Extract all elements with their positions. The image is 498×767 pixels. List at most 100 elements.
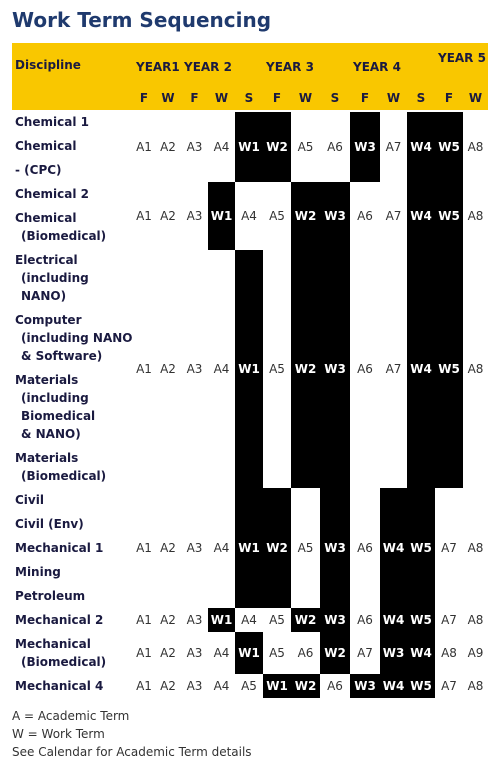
discipline-line: Civil (Env) bbox=[15, 517, 84, 531]
work-term: W4 bbox=[407, 112, 435, 182]
work-term: W5 bbox=[435, 250, 463, 488]
academic-term: A6 bbox=[357, 541, 373, 555]
discipline-line: - (CPC) bbox=[15, 163, 62, 177]
work-term: W2 bbox=[291, 608, 320, 632]
discipline-line: NANO) bbox=[21, 289, 67, 303]
discipline-cell: Mechanical 4 bbox=[15, 677, 133, 701]
academic-term: A6 bbox=[327, 679, 343, 693]
discipline-line: (including bbox=[21, 271, 89, 285]
academic-term: A1 bbox=[136, 646, 152, 660]
discipline: Civil bbox=[15, 491, 133, 509]
academic-term: A5 bbox=[269, 613, 285, 627]
work-term: W4 bbox=[407, 632, 435, 674]
term-header: F bbox=[360, 91, 370, 105]
work-term: W1 bbox=[235, 488, 263, 608]
term-header: W bbox=[161, 91, 175, 105]
year-header: YEAR 3 bbox=[266, 60, 314, 74]
discipline: Chemical 1 bbox=[15, 113, 133, 131]
page-title: Work Term Sequencing bbox=[12, 8, 272, 32]
discipline: Mechanical 1 bbox=[15, 539, 133, 557]
work-term: W5 bbox=[407, 608, 435, 632]
academic-term: A1 bbox=[136, 613, 152, 627]
academic-term: A2 bbox=[160, 613, 176, 627]
academic-term: A5 bbox=[297, 541, 314, 555]
work-term: W5 bbox=[435, 112, 463, 182]
discipline-line: Mechanical 1 bbox=[15, 541, 104, 555]
discipline-cell: Mechanical 2 bbox=[15, 611, 133, 635]
work-term: W1 bbox=[235, 250, 263, 488]
academic-term: A4 bbox=[213, 646, 230, 660]
work-term: W5 bbox=[435, 182, 463, 250]
academic-term: A6 bbox=[357, 362, 373, 376]
work-term: W3 bbox=[350, 112, 380, 182]
academic-term: A3 bbox=[186, 613, 203, 627]
academic-term: A7 bbox=[441, 613, 457, 627]
work-term: W3 bbox=[320, 608, 350, 632]
academic-term: A8 bbox=[467, 209, 484, 223]
discipline: Chemical (Biomedical) bbox=[15, 209, 133, 245]
work-term: W3 bbox=[350, 674, 380, 698]
discipline-line: Biomedical bbox=[21, 409, 96, 423]
academic-term: A3 bbox=[186, 140, 203, 154]
academic-term: A6 bbox=[357, 209, 373, 223]
academic-term: A3 bbox=[186, 646, 203, 660]
discipline-line: & Software) bbox=[21, 349, 103, 363]
work-term: W4 bbox=[407, 182, 435, 250]
discipline: - (CPC) bbox=[15, 161, 133, 179]
discipline-line: Chemical bbox=[15, 211, 77, 225]
work-term: W3 bbox=[320, 488, 350, 608]
academic-term: A2 bbox=[160, 140, 176, 154]
discipline-line: (including bbox=[21, 391, 89, 405]
discipline-line: Petroleum bbox=[15, 589, 86, 603]
academic-term: A4 bbox=[213, 679, 230, 693]
discipline-cell: Chemical 2 Chemical (Biomedical) bbox=[15, 185, 133, 251]
discipline-line: (Biomedical) bbox=[21, 469, 107, 483]
work-term: W3 bbox=[320, 250, 350, 488]
discipline-line: Chemical bbox=[15, 139, 77, 153]
work-term: W3 bbox=[320, 182, 350, 250]
discipline: Mechanical 2 bbox=[15, 611, 133, 629]
academic-term: A2 bbox=[160, 679, 176, 693]
academic-term: A7 bbox=[385, 362, 402, 376]
academic-term: A3 bbox=[186, 209, 203, 223]
footnote: See Calendar for Academic Term details bbox=[12, 745, 252, 759]
academic-term: A1 bbox=[136, 362, 152, 376]
work-term: W4 bbox=[380, 608, 407, 632]
work-term: W2 bbox=[291, 250, 320, 488]
academic-term: A1 bbox=[136, 679, 152, 693]
discipline-line: & NANO) bbox=[21, 427, 81, 441]
academic-term: A2 bbox=[160, 646, 176, 660]
academic-term: A3 bbox=[186, 679, 203, 693]
work-term: W1 bbox=[208, 608, 235, 632]
year-header: YEAR1 bbox=[136, 60, 180, 74]
term-header: W bbox=[468, 91, 483, 105]
academic-term: A1 bbox=[136, 541, 152, 555]
year-header: YEAR 5 bbox=[438, 51, 486, 65]
academic-term: A8 bbox=[467, 679, 484, 693]
discipline-line: Civil bbox=[15, 493, 44, 507]
term-header: S bbox=[416, 91, 426, 105]
year-header: YEAR 4 bbox=[353, 60, 401, 74]
term-header: F bbox=[190, 91, 199, 105]
discipline: Materials (including Biomedical & NANO) bbox=[15, 371, 133, 443]
footnote: A = Academic Term bbox=[12, 709, 130, 723]
discipline: Electrical (including NANO) bbox=[15, 251, 133, 305]
work-term: W1 bbox=[263, 674, 291, 698]
academic-term: A5 bbox=[269, 646, 285, 660]
academic-term: A9 bbox=[467, 646, 484, 660]
year-header: YEAR 2 bbox=[184, 60, 232, 74]
academic-term: A8 bbox=[467, 613, 484, 627]
work-term: W4 bbox=[380, 488, 407, 608]
academic-term: A5 bbox=[269, 209, 285, 223]
discipline: Chemical bbox=[15, 137, 133, 155]
footnote: W = Work Term bbox=[12, 727, 105, 741]
discipline-line: Chemical 1 bbox=[15, 115, 89, 129]
academic-term: A7 bbox=[441, 679, 457, 693]
academic-term: A4 bbox=[213, 541, 230, 555]
academic-term: A8 bbox=[441, 646, 457, 660]
discipline: Mechanical 4 bbox=[15, 677, 133, 695]
discipline-line: (Biomedical) bbox=[21, 655, 107, 669]
discipline-line: Computer bbox=[15, 313, 82, 327]
work-term: W1 bbox=[235, 112, 263, 182]
work-term: W5 bbox=[407, 488, 435, 608]
